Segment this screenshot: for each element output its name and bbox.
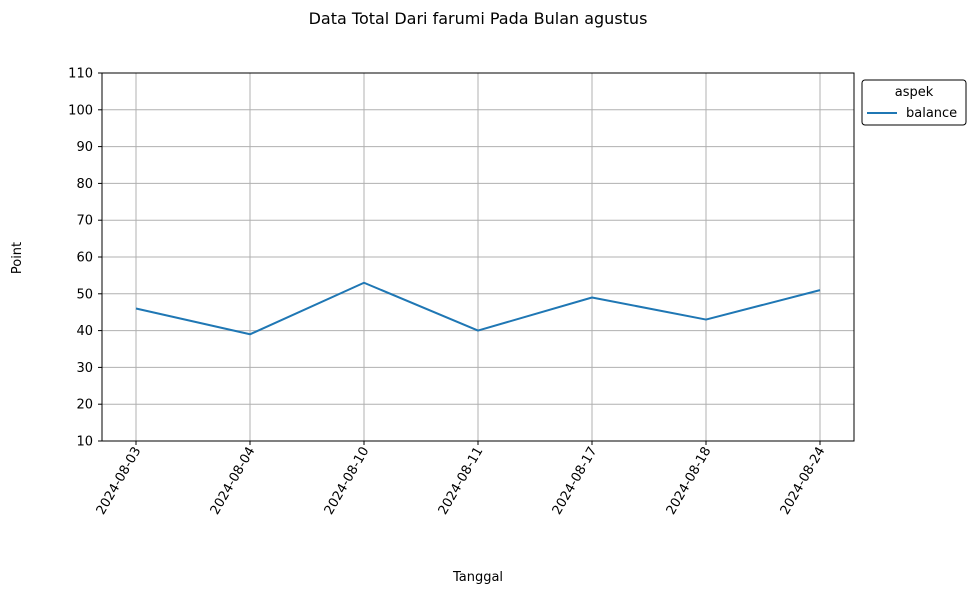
y-tick-label: 90 [76, 140, 93, 155]
y-tick-label: 60 [76, 251, 93, 266]
chart-title: Data Total Dari farumi Pada Bulan agustu… [309, 9, 648, 28]
x-tick-label: 2024-08-03 [94, 445, 145, 518]
y-tick-label: 110 [68, 67, 93, 82]
x-tick-label: 2024-08-10 [322, 445, 373, 518]
x-tick-label: 2024-08-17 [550, 445, 601, 518]
legend-label-balance: balance [906, 106, 957, 121]
x-tick-label: 2024-08-11 [436, 445, 487, 518]
y-tick-label: 50 [76, 287, 93, 302]
y-tick-label: 80 [76, 177, 93, 192]
y-axis: 10 20 30 40 50 60 70 80 90 100 110 [68, 67, 102, 450]
y-tick-label: 20 [76, 398, 93, 413]
y-tick-label: 30 [76, 361, 93, 376]
legend: aspek balance [861, 79, 967, 126]
x-axis: 2024-08-03 2024-08-04 2024-08-10 2024-08-11… [94, 441, 829, 518]
y-tick-label: 100 [68, 103, 93, 118]
y-tick-label: 40 [76, 324, 93, 339]
grid-lines [102, 72, 854, 442]
y-tick-label: 70 [76, 214, 93, 229]
y-tick-label: 10 [76, 435, 93, 450]
x-tick-label: 2024-08-18 [664, 445, 715, 518]
y-axis-label: Point [10, 242, 25, 274]
x-tick-label: 2024-08-04 [208, 445, 259, 518]
legend-title: aspek [895, 85, 934, 100]
x-axis-label: Tanggal [452, 570, 503, 585]
series-layer [135, 281, 821, 336]
x-tick-label: 2024-08-24 [778, 445, 829, 518]
